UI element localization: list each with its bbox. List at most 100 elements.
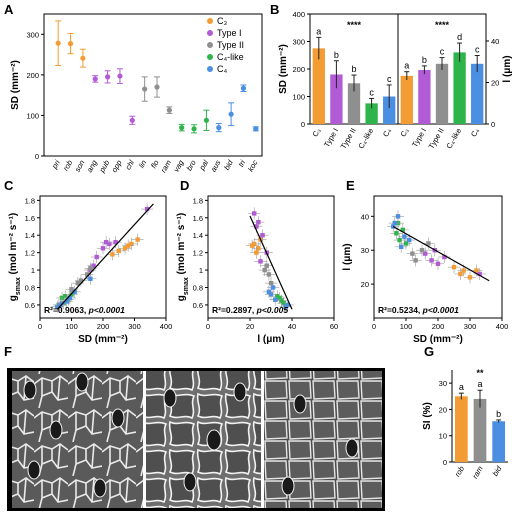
data-point bbox=[395, 214, 401, 219]
data-point bbox=[129, 241, 134, 247]
x-category-label: ang bbox=[85, 158, 99, 174]
y2-tick-label: 20 bbox=[491, 78, 499, 87]
data-point bbox=[260, 233, 265, 238]
significance-letter: a bbox=[404, 61, 409, 71]
bar bbox=[471, 63, 484, 124]
x-category-label: son bbox=[73, 159, 87, 174]
y-tick-label: 0.6 bbox=[193, 301, 203, 310]
y-tick-label: 30 bbox=[361, 246, 369, 255]
y-tick-label: 30 bbox=[439, 379, 447, 388]
y-tick-label: 1.8 bbox=[25, 196, 35, 205]
data-point bbox=[266, 272, 272, 277]
data-point bbox=[402, 234, 407, 239]
y-tick-label: 1.8 bbox=[193, 196, 203, 205]
panel-c-chart: 0 100 200 300 400 0.6 0.8 1 1.2 1.4 1.6 1.8 SD (mm⁻²… bbox=[8, 195, 173, 345]
data-point bbox=[419, 248, 425, 253]
y-tick-label: 1 bbox=[31, 266, 35, 275]
y-axis-title-units: (mol m⁻² s⁻¹) bbox=[8, 213, 19, 277]
legend-swatch bbox=[207, 66, 213, 72]
x-category-label: Type I bbox=[322, 127, 340, 149]
data-point bbox=[85, 272, 90, 277]
significance-letter: c bbox=[440, 47, 445, 57]
x-category-label: rob bbox=[61, 159, 74, 173]
plot-frame bbox=[373, 195, 503, 319]
y-axis-title-main: g bbox=[176, 295, 187, 301]
y2-axis-title: l (μm) bbox=[502, 55, 513, 82]
x-category-label: ram bbox=[159, 159, 173, 175]
significance-stars: **** bbox=[435, 20, 450, 30]
data-point bbox=[91, 263, 96, 268]
data-point bbox=[279, 298, 284, 303]
r2-value: R²=0.2897, bbox=[212, 305, 257, 315]
data-point bbox=[228, 111, 234, 117]
legend-label: C₄-like bbox=[217, 52, 244, 62]
y-tick-label: 100 bbox=[292, 93, 305, 102]
data-point bbox=[256, 219, 261, 225]
y-tick-label: 1.2 bbox=[193, 249, 203, 258]
x-axis-title: SD (mm⁻²) bbox=[78, 334, 128, 345]
bar bbox=[418, 70, 431, 124]
y2-tick-label: 0 bbox=[491, 120, 495, 129]
x-category-label: bid bbox=[491, 464, 504, 478]
x-category-label: C₃ bbox=[398, 127, 410, 139]
legend-swatch bbox=[207, 30, 213, 36]
data-point bbox=[277, 295, 282, 301]
significance-letter: b bbox=[351, 64, 356, 74]
x-tick-label: 300 bbox=[128, 322, 141, 331]
data-point bbox=[64, 299, 69, 304]
y-tick-label: 20 bbox=[361, 280, 369, 289]
y-axis-title: SD (mm⁻²) bbox=[10, 60, 21, 110]
data-point bbox=[477, 271, 482, 277]
data-point bbox=[58, 302, 63, 308]
legend-swatch bbox=[207, 18, 213, 24]
significance-stars: ** bbox=[476, 368, 484, 378]
x-tick-label: 400 bbox=[160, 322, 173, 331]
y-axis-title: SD (mm⁻²) bbox=[278, 44, 289, 94]
significance-letter: b bbox=[334, 50, 339, 60]
x-category-label: pal bbox=[197, 158, 210, 172]
data-point bbox=[413, 258, 418, 263]
y2-tick-label: 40 bbox=[491, 37, 499, 46]
significance-letter: c bbox=[369, 87, 374, 97]
micrograph-divider-1 bbox=[143, 371, 146, 508]
data-point bbox=[400, 227, 405, 233]
y-tick-label: 40 bbox=[361, 212, 369, 221]
data-point bbox=[252, 211, 257, 216]
data-point bbox=[451, 264, 457, 270]
r2-value: R²=0.5234, bbox=[378, 305, 423, 315]
x-tick-label: 400 bbox=[496, 322, 509, 331]
x-category-label: aus bbox=[209, 158, 223, 173]
y-tick-label: 0 bbox=[35, 152, 39, 161]
x-category-label: lin bbox=[137, 159, 149, 170]
data-point bbox=[80, 55, 86, 61]
data-point bbox=[410, 251, 415, 256]
bar bbox=[454, 396, 468, 462]
data-point bbox=[216, 125, 222, 131]
data-point bbox=[179, 125, 185, 131]
panel-f-micrograph bbox=[7, 368, 385, 511]
data-point bbox=[240, 85, 247, 91]
x-tick-label: 20 bbox=[246, 322, 254, 331]
data-point bbox=[407, 237, 412, 243]
r2-annotation: R²=0.2897, p<0.005 bbox=[212, 305, 288, 315]
data-point bbox=[103, 239, 109, 245]
y-tick-label: 1.4 bbox=[25, 231, 35, 240]
significance-stars: **** bbox=[347, 20, 362, 30]
x-category-label: bid bbox=[222, 158, 235, 172]
data-point bbox=[458, 271, 463, 277]
data-point bbox=[88, 276, 93, 281]
x-category-label: Type I bbox=[410, 127, 428, 149]
data-point bbox=[126, 243, 131, 248]
data-point bbox=[107, 241, 112, 247]
significance-letter: a bbox=[316, 26, 321, 36]
y-tick-label: 300 bbox=[292, 38, 305, 47]
x-tick-label: 200 bbox=[432, 322, 445, 331]
data-point bbox=[258, 259, 263, 264]
x-tick-label: 200 bbox=[97, 322, 110, 331]
y-tick-label: 0 bbox=[443, 458, 447, 467]
regression-line bbox=[392, 225, 490, 282]
legend-label: Type I bbox=[217, 28, 242, 38]
data-point bbox=[113, 239, 118, 245]
significance-letter: a bbox=[477, 379, 482, 389]
